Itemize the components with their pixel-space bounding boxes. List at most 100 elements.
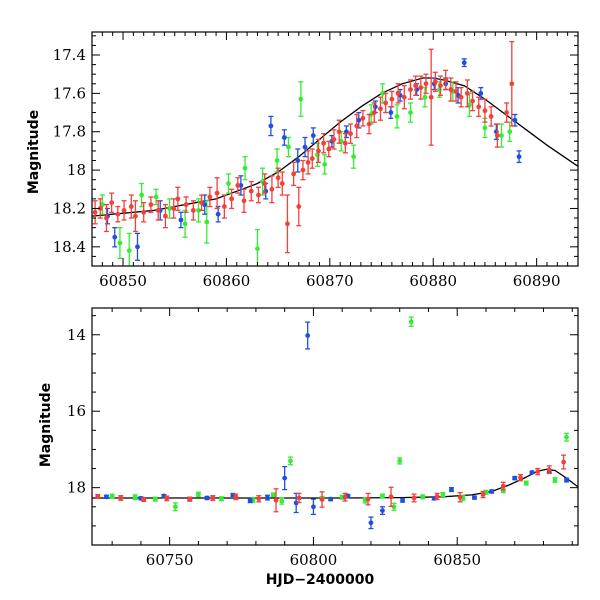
top-red-data-point — [148, 202, 154, 208]
top-blue-data-point — [310, 133, 316, 138]
top-red-data-point — [336, 129, 342, 135]
top-x-tick-label: 60870 — [306, 272, 354, 290]
top-red-data-point — [229, 196, 234, 202]
bottom-green-data-point — [408, 319, 414, 325]
top-red-data-point — [348, 131, 353, 137]
top-red-data-point — [291, 171, 297, 177]
bottom-x-tick-label: 60800 — [290, 551, 338, 569]
top-red-data-point — [199, 200, 205, 206]
top-green-data-point — [351, 154, 357, 160]
bottom-red-series — [95, 454, 567, 513]
top-blue-data-point — [112, 234, 118, 240]
top-red-data-point — [389, 96, 395, 102]
bottom-green-data-point — [196, 492, 201, 497]
top-red-data-point — [366, 121, 372, 127]
top-blue-data-point — [268, 123, 274, 129]
top-x-tick-label: 60890 — [513, 272, 561, 290]
top-red-data-point — [115, 211, 121, 217]
top-red-data-point — [326, 146, 332, 152]
bottom-plot-area — [92, 316, 578, 530]
top-red-data-point — [235, 183, 241, 188]
bottom-green-data-point — [132, 494, 138, 500]
top-red-data-point — [470, 98, 475, 104]
top-red-data-point — [296, 204, 302, 209]
top-red-data-point — [285, 221, 290, 227]
top-red-data-point — [331, 137, 337, 142]
top-green-data-point — [422, 94, 428, 100]
bottom-blue-data-point — [103, 494, 109, 500]
top-red-data-point — [275, 175, 281, 181]
top-red-data-point — [155, 207, 161, 213]
bottom-y-tick-label: 14 — [67, 326, 86, 344]
bottom-x-axis-label: HJD−2400000 — [266, 572, 375, 588]
top-x-tick-label: 60860 — [203, 272, 251, 290]
top-green-data-point — [286, 144, 291, 150]
bottom-red-data-point — [210, 495, 216, 501]
top-red-data-point — [163, 213, 168, 219]
bottom-blue-data-point — [247, 498, 253, 504]
bottom-red-data-point — [546, 467, 552, 473]
top-red-series — [92, 40, 515, 254]
bottom-red-data-point — [233, 494, 239, 500]
top-y-tick-label: 18.2 — [53, 199, 86, 217]
top-green-data-point — [196, 207, 201, 213]
bottom-red-data-point — [141, 497, 147, 502]
bottom-red-data-point — [365, 496, 371, 502]
bottom-blue-data-point — [400, 497, 405, 503]
bottom-green-data-point — [172, 504, 178, 510]
bottom-blue-data-point — [489, 489, 495, 494]
top-red-data-point — [371, 110, 377, 115]
bottom-green-data-point — [109, 493, 115, 499]
top-red-data-point — [413, 83, 419, 89]
top-green-data-point — [153, 194, 159, 200]
bottom-red-data-point — [434, 494, 440, 499]
top-red-data-point — [241, 198, 247, 204]
bottom-red-data-point — [561, 459, 567, 465]
top-red-data-point — [378, 106, 383, 112]
top-red-data-point — [175, 196, 181, 202]
top-blue-data-point — [461, 60, 467, 66]
top-green-data-point — [242, 165, 248, 171]
bottom-y-axis-label: Magnitude — [38, 383, 54, 467]
top-blue-data-point — [295, 158, 301, 163]
top-green-data-point — [298, 96, 304, 102]
bottom-blue-data-point — [293, 500, 299, 506]
top-red-data-point — [171, 206, 177, 211]
bottom-blue-data-point — [328, 496, 334, 502]
top-red-data-point — [488, 113, 494, 119]
top-y-axis-label: Magnitude — [26, 110, 42, 194]
top-green-data-point — [167, 206, 172, 211]
top-green-data-point — [338, 138, 344, 144]
bottom-green-data-point — [391, 504, 397, 510]
bottom-blue-data-point — [282, 475, 288, 481]
top-blue-data-point — [178, 217, 184, 223]
bottom-red-data-point — [118, 495, 124, 501]
top-green-data-point — [394, 113, 400, 119]
bottom-red-data-point — [95, 494, 101, 499]
top-red-data-point — [432, 79, 438, 85]
bottom-red-data-point — [342, 494, 348, 500]
bottom-y-tick-label: 18 — [67, 479, 86, 497]
bottom-green-data-point — [552, 477, 558, 483]
bottom-blue-data-point — [449, 487, 454, 492]
top-y-tick-label: 18.4 — [53, 238, 86, 256]
top-blue-data-point — [512, 117, 518, 123]
top-red-data-point — [221, 204, 227, 209]
top-red-data-point — [443, 77, 449, 83]
bottom-green-data-point — [564, 434, 569, 440]
bottom-red-data-point — [518, 475, 523, 481]
bottom-blue-data-point — [368, 520, 374, 526]
bottom-green-series — [109, 316, 569, 512]
top-red-data-point — [183, 202, 189, 208]
top-red-data-point — [354, 123, 360, 129]
top-red-data-point — [305, 160, 311, 165]
bottom-red-data-point — [319, 497, 325, 502]
top-red-data-point — [300, 167, 306, 173]
top-green-data-point — [499, 133, 504, 138]
top-green-data-point — [274, 158, 280, 163]
top-red-data-point — [360, 115, 366, 121]
top-red-data-point — [438, 83, 443, 89]
top-red-data-point — [256, 192, 261, 198]
top-red-data-point — [262, 181, 268, 186]
top-red-data-point — [248, 188, 254, 194]
